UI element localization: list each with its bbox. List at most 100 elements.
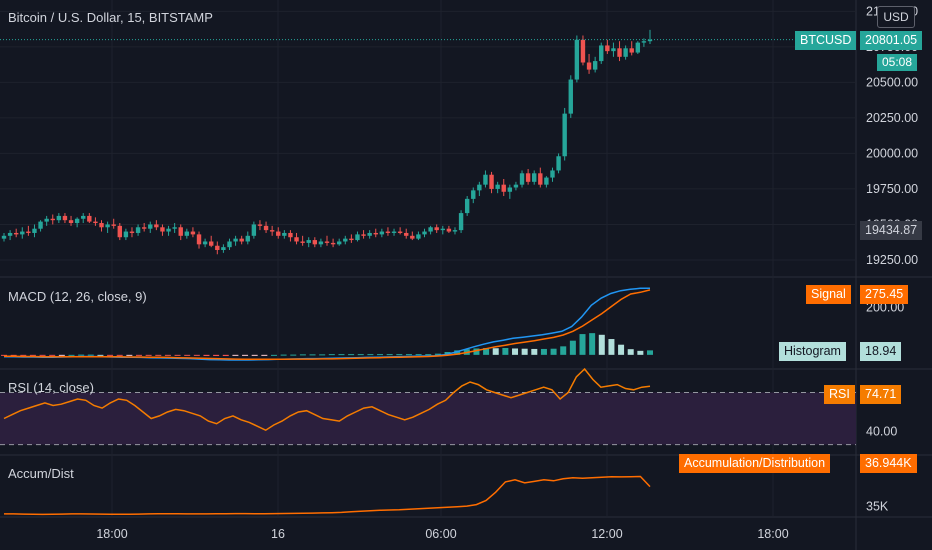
histogram-bar [328, 354, 335, 356]
ad-pane-title: Accum/Dist [8, 466, 74, 481]
histogram-bar [184, 354, 191, 356]
candle-body [172, 227, 177, 229]
histogram-bar [531, 348, 538, 355]
candle-body [501, 184, 506, 192]
histogram-bar [126, 354, 133, 356]
histogram-bar [270, 354, 277, 356]
candle-body [306, 240, 311, 243]
candle-body [440, 228, 445, 231]
candle-body [81, 215, 86, 219]
histogram-bar [540, 348, 547, 355]
candle-body [215, 245, 220, 251]
candle-body [74, 218, 80, 224]
candle-body [605, 45, 610, 52]
candle-body [538, 173, 543, 185]
histogram-bar [145, 354, 152, 356]
candle-body [135, 227, 141, 233]
histogram-bar [10, 354, 17, 356]
rsi-pane-title: RSI (14, close) [8, 380, 94, 395]
candle-body [477, 184, 482, 191]
histogram-bar [20, 354, 27, 356]
candle-body [105, 224, 110, 228]
candle-body [141, 227, 147, 229]
histogram-bar [454, 350, 461, 355]
currency-button[interactable]: USD [877, 6, 915, 28]
histogram-bar [473, 348, 480, 355]
histogram-value-tag: 18.94 [860, 342, 902, 361]
candle-body [7, 232, 13, 236]
candle-body [452, 230, 458, 232]
candle-body [245, 235, 250, 242]
histogram-bar [39, 354, 46, 356]
candle-body [324, 241, 330, 243]
candle-body [355, 234, 360, 241]
histogram-bar [367, 354, 374, 356]
price-tick-label: 20000.00 [866, 146, 918, 160]
candle-body [568, 79, 573, 114]
histogram-bar [107, 354, 114, 356]
histogram-bar [502, 348, 509, 355]
histogram-bar [598, 334, 605, 355]
ad-line [4, 475, 651, 516]
histogram-bar [49, 354, 56, 356]
rsi-value-tag: 74.71 [860, 385, 902, 404]
histogram-bar [405, 354, 412, 356]
candle-body [410, 235, 415, 239]
candle-body [196, 234, 202, 245]
candle-body [178, 227, 183, 236]
time-tick-label: 16 [271, 527, 285, 541]
histogram-bar [377, 354, 384, 356]
candle-body [38, 221, 43, 229]
histogram-bar [319, 354, 326, 356]
candle-body [276, 231, 281, 236]
candle-body [349, 238, 354, 241]
histogram-label-tag: Histogram [779, 342, 846, 361]
candle-body [154, 224, 159, 228]
histogram-bar [647, 350, 653, 355]
histogram-bar [280, 354, 287, 356]
time-tick-label: 06:00 [425, 527, 456, 541]
histogram-bar [434, 353, 441, 355]
histogram-bar [415, 354, 422, 356]
symbol-tag: BTCUSD [795, 31, 857, 50]
histogram-bar [87, 354, 94, 356]
histogram-bar [348, 354, 355, 356]
candle-body [611, 48, 616, 52]
candle-body [282, 232, 287, 236]
candle-body [562, 113, 567, 157]
histogram-bar [569, 340, 576, 355]
histogram-bar [213, 354, 220, 357]
candle-body [166, 228, 171, 232]
rsi-tick-label: 40.00 [866, 425, 897, 439]
ad-value-tag: 36.944K [860, 454, 917, 473]
candle-body [404, 232, 409, 236]
histogram-bar [521, 348, 528, 355]
histogram-bar [135, 354, 142, 356]
histogram-bar [193, 354, 200, 356]
candle-body [434, 227, 439, 231]
histogram-bar [396, 354, 403, 356]
candle-body [184, 231, 190, 236]
candle-body [532, 173, 537, 182]
candle-body [300, 241, 305, 243]
candle-body [495, 184, 500, 189]
candle-body [227, 241, 232, 248]
histogram-bar [560, 346, 567, 355]
time-tick-label: 12:00 [591, 527, 622, 541]
candle-body [367, 232, 372, 236]
last-price-tag: 20801.05 [860, 31, 923, 50]
candle-body [239, 238, 244, 242]
histogram-bar [608, 339, 615, 355]
histogram-bar [492, 348, 499, 355]
candle-body [330, 242, 336, 245]
candle-body [1, 235, 7, 239]
candle-body [373, 232, 378, 235]
candle-body [233, 238, 238, 242]
candle-body [129, 231, 135, 233]
candle-body [99, 223, 104, 228]
ad-tick-label: 35K [866, 500, 889, 514]
price-tick-label: 19750.00 [866, 182, 918, 196]
candle-body [263, 225, 269, 231]
candle-body [56, 215, 62, 221]
histogram-bar [290, 354, 297, 356]
